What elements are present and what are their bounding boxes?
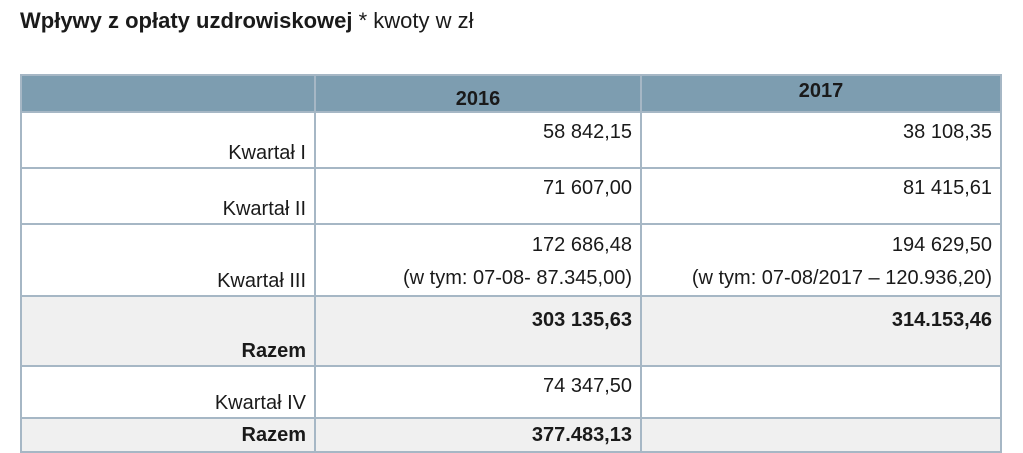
table-row: Kwartał IV 74 347,50: [20, 365, 1002, 419]
cell-2017: 81 415,61: [640, 167, 1002, 225]
cell-2016: 58 842,15: [314, 111, 642, 169]
cell-value: 194 629,50: [891, 234, 992, 256]
cell-2017: 194 629,50 (w tym: 07-08/2017 – 120.936,…: [640, 223, 1002, 297]
row-label: Kwartał IV: [20, 365, 316, 419]
table-row: Kwartał II 71 607,00 81 415,61: [20, 167, 1002, 225]
row-label: Razem: [20, 295, 316, 367]
row-label: Kwartał III: [20, 223, 316, 297]
row-label: Razem: [20, 417, 316, 453]
row-label: Kwartał I: [20, 111, 316, 169]
table-row: Kwartał I 58 842,15 38 108,35: [20, 111, 1002, 169]
table-row-total: Razem 303 135,63 314.153,46: [20, 295, 1002, 367]
cell-2016: 71 607,00: [314, 167, 642, 225]
cell-2016: 172 686,48 (w tym: 07-08- 87.345,00): [314, 223, 642, 297]
row-label: Kwartał II: [20, 167, 316, 225]
cell-2016: 74 347,50: [314, 365, 642, 419]
cell-2017: 38 108,35: [640, 111, 1002, 169]
table-row: Kwartał III 172 686,48 (w tym: 07-08- 87…: [20, 223, 1002, 297]
cell-2017: [640, 417, 1002, 453]
cell-note: (w tym: 07-08- 87.345,00): [403, 267, 632, 289]
cell-2016: 377.483,13: [314, 417, 642, 453]
header-2016: 2016: [314, 74, 642, 113]
header-2017: 2017: [640, 74, 1002, 113]
cell-2017: 314.153,46: [640, 295, 1002, 367]
revenue-table: 2016 2017 Kwartał I 58 842,15 38 108,35 …: [20, 74, 1002, 453]
page-title: Wpływy z opłaty uzdrowiskowej * kwoty w …: [20, 8, 474, 34]
cell-value: 172 686,48: [531, 234, 632, 256]
title-main: Wpływy z opłaty uzdrowiskowej: [20, 8, 353, 33]
cell-note: (w tym: 07-08/2017 – 120.936,20): [691, 267, 992, 289]
title-note: * kwoty w zł: [352, 8, 474, 33]
table-row-total: Razem 377.483,13: [20, 417, 1002, 453]
cell-2017: [640, 365, 1002, 419]
table-header-row: 2016 2017: [20, 74, 1002, 113]
header-label: [20, 74, 316, 113]
cell-2016: 303 135,63: [314, 295, 642, 367]
